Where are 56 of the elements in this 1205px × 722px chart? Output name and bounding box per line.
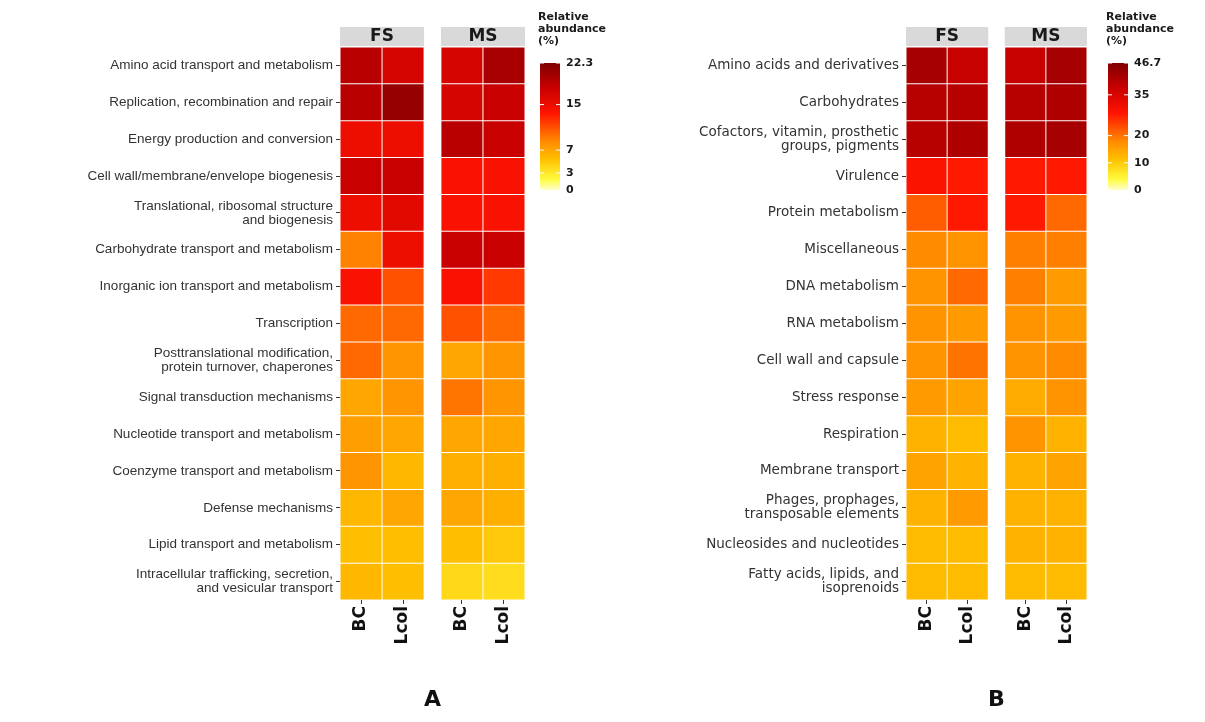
y-tick-label: Stress response — [791, 387, 899, 404]
x-tick-label: Lcol — [1054, 606, 1075, 645]
y-tick-label: Carbohydrates — [799, 92, 899, 109]
x-tick-label: Lcol — [956, 606, 977, 645]
y-tick-label: Respiration — [822, 424, 899, 441]
text: FS — [935, 25, 960, 46]
y-tick-label: Miscellaneous — [804, 240, 899, 257]
color-bar-label: 22.3 — [566, 55, 594, 69]
text: A — [423, 685, 442, 711]
x-tick-label: Lcol — [391, 606, 412, 645]
color-bar-label: 46.7 — [1134, 55, 1162, 69]
text: FS — [370, 25, 394, 46]
text: MS — [468, 25, 498, 46]
y-tick-label: Cell wall/membrane/envelope biogenesis — [87, 167, 334, 183]
y-tick-label: Posttranslational modification, protein turnover, chaperones — [153, 345, 334, 375]
y-tick-label: Carbohydrate transport and metabolism — [95, 241, 333, 257]
y-tick-label: Cell wall and capsule — [756, 350, 899, 367]
x-tick-label: BC — [349, 606, 370, 632]
color-bar-label: 7 — [566, 142, 574, 156]
y-tick-label: Intracellular trafficking, secretion, and vesicular transport — [135, 566, 334, 596]
text: B — [988, 685, 1005, 711]
y-tick-label: Virulence — [835, 166, 899, 183]
y-tick-label: Membrane transport — [759, 461, 899, 478]
y-tick-label: Coenzyme transport and metabolism — [112, 462, 333, 478]
y-tick-label: Cofactors, vitamin, prosthetic groups, pigments — [699, 122, 899, 153]
y-tick-label: Nucleotide transport and metabolism — [113, 425, 333, 441]
y-tick-label: Translational, ribosomal structure and biogenesis — [133, 197, 334, 227]
color-bar-label: 15 — [566, 97, 582, 111]
y-tick-label: Lipid transport and metabolism — [148, 536, 333, 552]
text: MS — [1031, 25, 1061, 46]
y-tick-label: Signal transduction mechanisms — [138, 388, 334, 404]
y-tick-label: Phages, prophages, transposable elements — [744, 491, 899, 522]
color-bar-label: 10 — [1134, 155, 1150, 169]
y-tick-label: Energy production and conversion — [128, 130, 333, 146]
color-bar-label: 35 — [1134, 87, 1150, 101]
y-tick-label: Nucleosides and nucleotides — [706, 535, 899, 552]
y-tick-label: Replication, recombination and repair — [109, 94, 334, 110]
x-tick-label: BC — [914, 606, 935, 632]
y-tick-label: RNA metabolism — [786, 314, 899, 330]
y-tick-label: Protein metabolism — [767, 203, 899, 220]
color-bar-label: 0 — [566, 182, 574, 196]
x-tick-label: Lcol — [492, 606, 513, 645]
x-tick-label: BC — [450, 606, 471, 632]
color-bar-title: Relative abundance (%) — [538, 10, 607, 48]
y-tick-label: Amino acids and derivatives — [707, 55, 899, 72]
y-tick-label: DNA metabolism — [785, 277, 899, 294]
y-tick-label: Fatty acids, lipids, and isoprenoids — [748, 564, 899, 596]
y-tick-label: Inorganic ion transport and metabolism — [99, 278, 333, 294]
color-bar-label: 3 — [566, 165, 574, 179]
color-bar-title: Relative abundance (%) — [1106, 10, 1175, 48]
y-tick-label: Amino acid transport and metabolism — [110, 57, 333, 73]
color-bar-label: 20 — [1134, 128, 1150, 142]
y-tick-label: Transcription — [255, 315, 333, 331]
y-tick-label: Defense mechanisms — [203, 499, 334, 515]
x-tick-label: BC — [1013, 606, 1034, 632]
color-bar-label: 0 — [1134, 182, 1142, 196]
